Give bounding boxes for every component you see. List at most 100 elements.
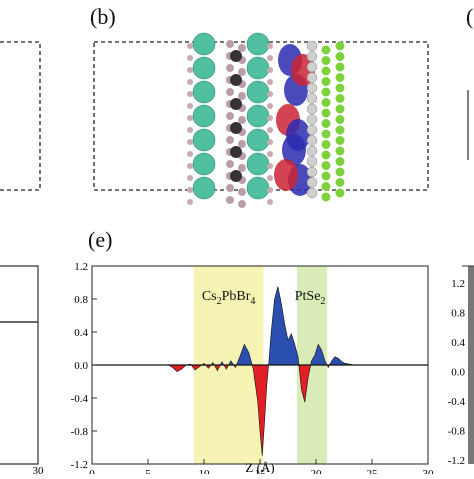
br-atom <box>187 199 193 205</box>
br-atom <box>238 116 246 124</box>
x-tick-label: 25 <box>367 468 379 474</box>
br-atom <box>187 43 193 49</box>
br-atom <box>187 103 193 109</box>
se-atom <box>335 146 345 156</box>
br-atom <box>187 127 193 133</box>
pt-atom <box>306 40 318 52</box>
pt-atom <box>306 135 318 146</box>
br-atom <box>238 92 246 100</box>
pt-atom <box>306 166 318 178</box>
cs-atom <box>192 176 216 200</box>
pb-atom <box>230 122 242 134</box>
pb-atom <box>230 98 242 110</box>
pt-atom <box>306 114 318 125</box>
y-tick-label: -1.2 <box>71 459 88 471</box>
right-y-tick-label: -0.4 <box>448 396 466 408</box>
y-tick-label: 1.2 <box>74 261 88 273</box>
se-atom <box>335 115 345 124</box>
x-tick-label: 30 <box>423 468 435 474</box>
se-atom <box>335 178 345 187</box>
x-axis-label: Z (Å) <box>245 460 274 474</box>
br-atom <box>226 88 234 96</box>
se-atom <box>335 73 345 82</box>
cs-atom <box>192 128 216 152</box>
br-atom <box>187 175 193 181</box>
br-atom <box>226 160 234 168</box>
se-atom <box>335 52 345 61</box>
x-tick-label: 0 <box>89 468 95 474</box>
region-label: Cs2PbBr4 <box>202 289 256 307</box>
br-atom <box>267 187 273 193</box>
right-y-tick-label: -1.2 <box>448 455 465 467</box>
atomic-structure <box>187 32 345 208</box>
se-atom <box>321 66 331 76</box>
se-atom <box>335 62 345 72</box>
br-atom <box>238 200 246 208</box>
pt-atom <box>306 103 318 115</box>
charge-blob <box>274 159 298 191</box>
y-tick-label: 0.8 <box>74 294 88 306</box>
panel-b-label: (b) <box>90 4 116 29</box>
se-atom <box>321 140 331 149</box>
region-label: PtSe2 <box>295 289 326 307</box>
y-tick-label: -0.4 <box>71 393 89 405</box>
se-atom <box>321 129 331 139</box>
br-atom <box>267 67 273 73</box>
se-atom <box>321 98 331 107</box>
se-atom <box>321 192 331 202</box>
se-atom <box>321 45 331 55</box>
se-atom <box>335 136 345 145</box>
se-atom <box>321 87 331 97</box>
pt-atom <box>306 93 318 104</box>
right-y-tick-label: -0.8 <box>448 426 466 438</box>
panel-e-label: (e) <box>88 227 112 252</box>
negative-area <box>92 365 428 456</box>
se-atom <box>321 182 331 191</box>
right-y-tick-label: 1.2 <box>451 278 465 290</box>
series-line <box>92 286 428 456</box>
br-atom <box>187 187 193 193</box>
br-atom <box>267 55 273 61</box>
panel-e: (e) Cs2PbBr4 PtSe2 0 5 10 15 20 25 301.20.80.40… <box>71 227 435 479</box>
cs-atom <box>192 104 216 128</box>
br-atom <box>226 40 234 48</box>
br-atom <box>238 188 246 196</box>
br-atom <box>238 140 246 148</box>
br-atom <box>267 43 273 49</box>
cs-atom <box>192 32 216 56</box>
colorbar <box>468 266 474 464</box>
svg-text:(: ( <box>466 4 473 29</box>
br-atom <box>267 115 273 121</box>
br-atom <box>267 139 273 145</box>
pt-atom <box>306 61 318 73</box>
br-atom <box>267 199 273 205</box>
panel-a-partial <box>0 41 41 191</box>
se-atom <box>321 119 331 128</box>
pt-atom <box>306 51 318 62</box>
br-atom <box>187 55 193 61</box>
br-atom <box>238 68 246 76</box>
se-atom <box>321 161 331 170</box>
x-tick-label: 20 <box>311 468 323 474</box>
charge-blob <box>286 119 310 151</box>
br-atom <box>267 103 273 109</box>
cs-atom <box>192 152 216 176</box>
cs-atom <box>246 176 270 200</box>
br-atom <box>226 64 234 72</box>
se-atom <box>335 125 345 135</box>
y-tick-label: -0.8 <box>71 426 89 438</box>
right-y-tick-label: 0.8 <box>451 308 465 320</box>
left-panel-xtick: 30 <box>33 465 45 474</box>
x-tick-label: 10 <box>199 468 211 474</box>
se-atom <box>335 94 345 103</box>
cs-atom <box>246 128 270 152</box>
pt-atom <box>306 82 318 94</box>
cs-atom <box>192 56 216 80</box>
se-atom <box>335 41 345 51</box>
pt-atom <box>306 177 318 188</box>
panel-f-partial: 1.2 0.8 0.4 0.0 -0.4 -0.8 -1.2 <box>448 265 474 467</box>
right-y-tick-label: 0.0 <box>451 367 465 379</box>
cs-atom <box>192 80 216 104</box>
pt-atom <box>306 72 318 83</box>
se-atom <box>335 83 345 93</box>
